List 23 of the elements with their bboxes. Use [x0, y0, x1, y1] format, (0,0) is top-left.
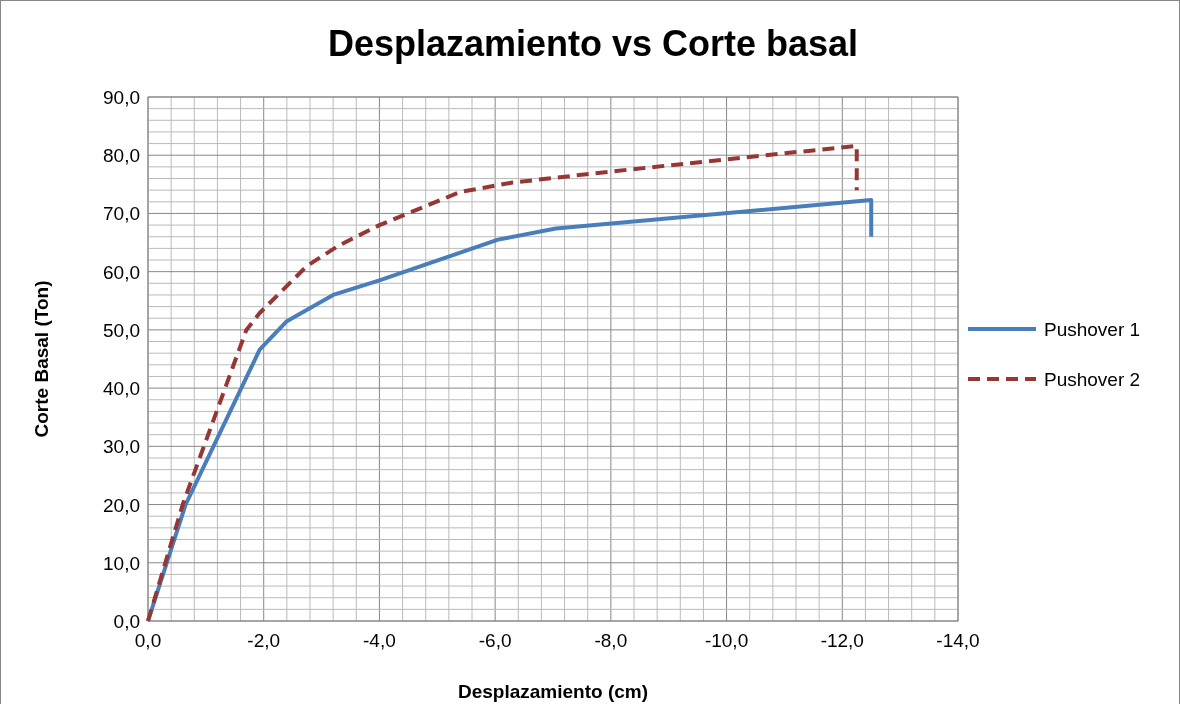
x-tick-label: -8,0: [594, 630, 628, 651]
x-tick-label: -10,0: [704, 630, 749, 651]
y-tick-label: 50,0: [103, 319, 140, 341]
y-tick-label: 30,0: [103, 436, 140, 458]
y-tick-label: 60,0: [103, 261, 140, 283]
chart-title: Desplazamiento vs Corte basal: [327, 23, 859, 64]
y-tick-label: 40,0: [103, 378, 140, 400]
x-tick-label: -2,0: [247, 630, 281, 651]
y-tick-label: 10,0: [103, 552, 140, 574]
y-tick-label: 90,0: [103, 87, 140, 108]
y-tick-label: 80,0: [103, 145, 140, 167]
y-tick-label: 70,0: [103, 203, 140, 225]
x-tick-label: -12,0: [820, 630, 864, 651]
x-tick-label: -4,0: [363, 630, 396, 651]
x-tick-label: -6,0: [478, 630, 512, 651]
x-axis-title: Desplazamiento (cm): [457, 681, 649, 702]
x-tick-label: 0,0: [134, 630, 162, 651]
x-tick-label: -14,0: [936, 630, 980, 651]
legend-label: Pushover 1: [1044, 319, 1141, 340]
legend-label: Pushover 2: [1044, 369, 1141, 390]
y-tick-label: 20,0: [103, 494, 140, 516]
y-tick-label: 0,0: [113, 611, 140, 632]
y-axis-title: Corte Basal (Ton): [31, 280, 52, 438]
